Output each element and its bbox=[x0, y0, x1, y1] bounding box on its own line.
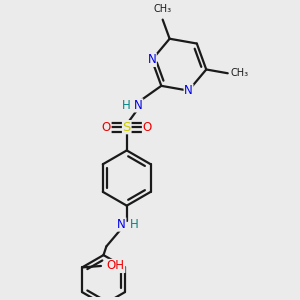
Text: O: O bbox=[102, 121, 111, 134]
Text: N: N bbox=[134, 99, 143, 112]
Text: O: O bbox=[142, 121, 152, 134]
Text: H: H bbox=[130, 218, 138, 231]
Text: H: H bbox=[122, 99, 131, 112]
Text: N: N bbox=[184, 84, 193, 97]
Text: CH₃: CH₃ bbox=[231, 68, 249, 78]
Text: OH: OH bbox=[107, 260, 125, 272]
Text: CH₃: CH₃ bbox=[154, 4, 172, 14]
Text: S: S bbox=[123, 121, 131, 134]
Text: N: N bbox=[148, 53, 156, 66]
Text: N: N bbox=[117, 218, 126, 231]
